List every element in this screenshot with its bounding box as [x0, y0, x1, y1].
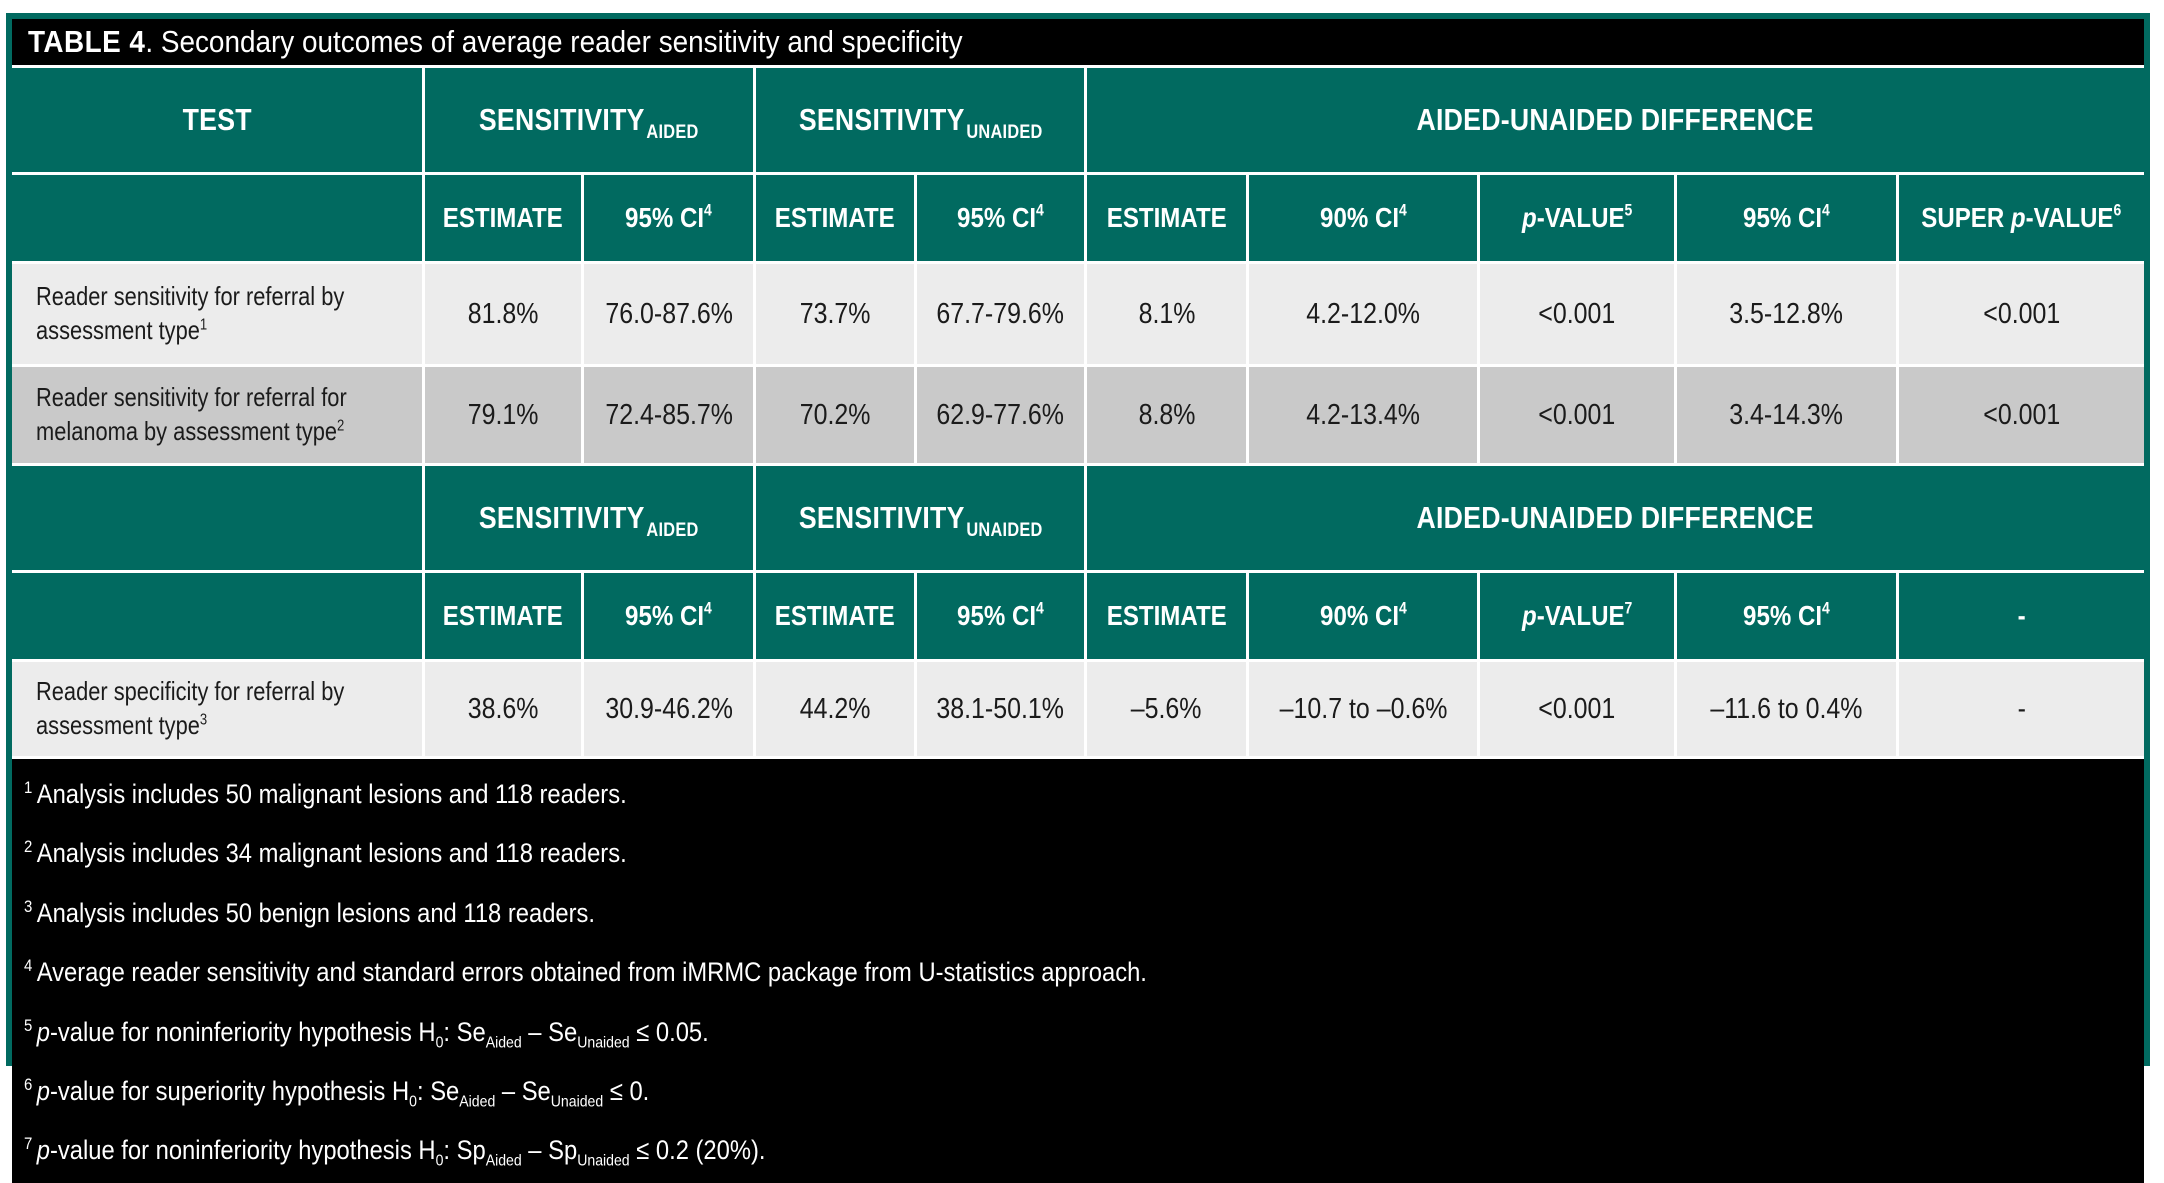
table-title-bar: TABLE 4. Secondary outcomes of average r…	[12, 19, 2144, 65]
footnotes-block: 1 Analysis includes 50 malignant lesions …	[12, 759, 2144, 1183]
col-header-ci95-diff-2: 95% CI 4	[1677, 573, 1896, 659]
outcomes-table: TABLE 4. Secondary outcomes of average r…	[6, 13, 2150, 1183]
row-sensitivity-melanoma-test-cell: Reader sensitivity for referral for mela…	[12, 367, 422, 463]
col-header-ci95-unaided-2: 95% CI 4	[916, 573, 1085, 659]
footnote-6: 6 p-value for superiority hypothesis H0: …	[24, 1074, 650, 1111]
group-header-sensitivity-aided-2: SENSITIVITY AIDED	[424, 466, 754, 570]
footnote-4: 4 Average reader sensitivity and standard…	[24, 956, 1147, 988]
table-title-number: TABLE 4	[28, 24, 146, 59]
table-cell: 72.4-85.7%	[584, 367, 754, 463]
column-header-test: TEST	[12, 68, 422, 172]
table-cell: -	[1898, 662, 2144, 756]
page: { "colors": { "teal_header": "#016a60", …	[6, 13, 2150, 1183]
col-header-ci90-diff-1: 90% CI 4	[1248, 175, 1478, 261]
table-cell: –5.6%	[1087, 662, 1246, 756]
table-title-text: . Secondary outcomes of average reader s…	[145, 24, 963, 59]
footnote-7: 7 p-value for noninferiority hypothesis H…	[24, 1134, 766, 1170]
col-header-estimate-aided-2: ESTIMATE	[424, 573, 582, 659]
table-cell: <0.001	[1898, 367, 2144, 463]
table-cell: 70.2%	[756, 367, 914, 463]
group-header-aided-unaided-difference-1: AIDED-UNAIDED DIFFERENCE	[1087, 68, 2144, 172]
table-cell: 67.7-79.6%	[916, 264, 1085, 364]
footnote-3: 3 Analysis includes 50 benign lesions and…	[24, 896, 596, 928]
col-header-estimate-unaided-1: ESTIMATE	[756, 175, 914, 261]
table-cell: 8.1%	[1087, 264, 1246, 364]
footnote-5: 5 p-value for noninferiority hypothesis H…	[24, 1015, 709, 1051]
group-header-sensitivity-unaided-2: SENSITIVITY UNAIDED	[756, 466, 1085, 570]
table-cell: 38.6%	[424, 662, 582, 756]
col-header-dash-placeholder: -	[1898, 573, 2144, 659]
table-cell: 8.8%	[1087, 367, 1246, 463]
col-header-ci95-diff-1: 95% CI 4	[1677, 175, 1896, 261]
group-header-sensitivity-unaided-1: SENSITIVITY UNAIDED	[756, 68, 1085, 172]
footnote-1: 1 Analysis includes 50 malignant lesions …	[24, 778, 627, 809]
column-header-blank-1	[12, 175, 422, 261]
table-cell: <0.001	[1480, 662, 1674, 756]
table-cell: 81.8%	[424, 264, 582, 364]
col-header-pvalue-specificity: p -VALUE 7	[1480, 573, 1674, 659]
column-header-blank-3	[12, 573, 422, 659]
table-grid: TABLE 4. Secondary outcomes of average r…	[12, 19, 2144, 1183]
col-header-estimate-diff-2: ESTIMATE	[1087, 573, 1246, 659]
col-header-ci95-aided-2: 95% CI 4	[584, 573, 754, 659]
table-cell: –11.6 to 0.4%	[1677, 662, 1896, 756]
table-cell: 73.7%	[756, 264, 914, 364]
col-header-estimate-unaided-2: ESTIMATE	[756, 573, 914, 659]
table-cell: 44.2%	[756, 662, 914, 756]
group-header-blank-2	[12, 466, 422, 570]
table-cell: <0.001	[1480, 264, 1674, 364]
col-header-estimate-aided-1: ESTIMATE	[424, 175, 582, 261]
footnote-2: 2 Analysis includes 34 malignant lesions …	[24, 837, 627, 869]
table-cell: 3.5-12.8%	[1677, 264, 1896, 364]
row-specificity-referral-test-cell: Reader specificity for referral by asses…	[12, 662, 422, 756]
table-title: TABLE 4. Secondary outcomes of average r…	[28, 24, 963, 60]
table-cell: <0.001	[1480, 367, 1674, 463]
table-cell: 4.2-13.4%	[1248, 367, 1478, 463]
col-header-ci95-aided-1: 95% CI 4	[584, 175, 754, 261]
table-cell: 38.1-50.1%	[916, 662, 1085, 756]
group-header-sensitivity-aided-1: SENSITIVITY AIDED	[424, 68, 754, 172]
table-cell: 79.1%	[424, 367, 582, 463]
group-header-aided-unaided-difference-2: AIDED-UNAIDED DIFFERENCE	[1087, 466, 2144, 570]
col-header-super-pvalue: SUPER p -VALUE 6	[1898, 175, 2144, 261]
col-header-estimate-diff-1: ESTIMATE	[1087, 175, 1246, 261]
table-cell: 62.9-77.6%	[916, 367, 1085, 463]
table-cell: 30.9-46.2%	[584, 662, 754, 756]
table-cell: 3.4-14.3%	[1677, 367, 1896, 463]
col-header-pvalue-noninferiority: p -VALUE 5	[1480, 175, 1674, 261]
table-cell: 76.0-87.6%	[584, 264, 754, 364]
table-cell: –10.7 to –0.6%	[1248, 662, 1478, 756]
col-header-ci95-unaided-1: 95% CI 4	[916, 175, 1085, 261]
table-cell: 4.2-12.0%	[1248, 264, 1478, 364]
col-header-ci90-diff-2: 90% CI 4	[1248, 573, 1478, 659]
row-sensitivity-referral-test-cell: Reader sensitivity for referral by asses…	[12, 264, 422, 364]
table-cell: <0.001	[1898, 264, 2144, 364]
